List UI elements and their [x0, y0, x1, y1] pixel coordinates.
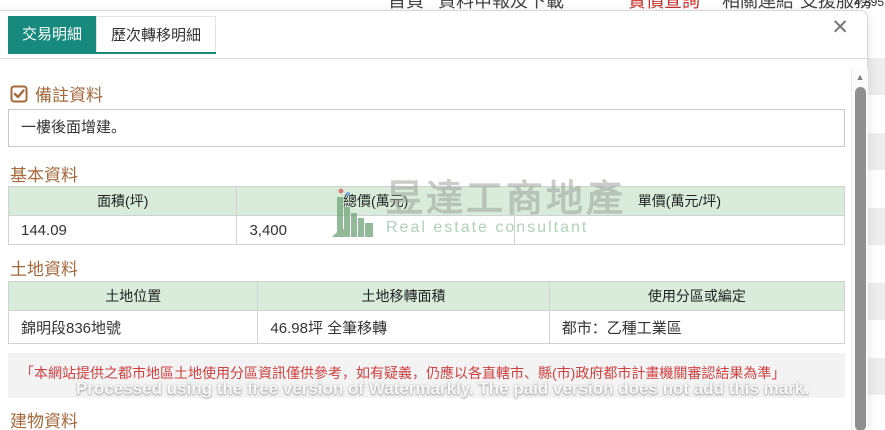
transaction-detail-modal: 交易明細 歷次轉移明細 ✕ 備註資料 一樓後面增建。 基本資料 面積(坪) 總價… [0, 10, 868, 430]
cell-land-location: 錦明段836地號 [9, 311, 259, 343]
background-table-stripes [868, 58, 885, 430]
land-table-row: 錦明段836地號 46.98坪 全筆移轉 都市：乙種工業區 [9, 311, 844, 343]
col-header-area: 面積(坪) [9, 187, 238, 215]
close-icon[interactable]: ✕ [831, 16, 849, 39]
cell-unit-price [515, 216, 844, 244]
basic-info-table: 面積(坪) 總價(萬元) 單價(萬元/坪) 144.09 3,400 [8, 186, 845, 245]
background-number-fragment: 4,395 [854, 0, 885, 9]
modal-scrollbar[interactable]: ▲ [851, 69, 868, 430]
nav-item-downloads[interactable]: 資料申報及下載 [438, 0, 564, 11]
land-title-label: 土地資料 [10, 260, 78, 279]
remarks-title-label: 備註資料 [35, 86, 103, 105]
checked-checkbox-icon [10, 85, 28, 103]
remarks-section-title: 備註資料 [10, 81, 103, 106]
modal-header-divider [0, 58, 867, 59]
tab-transfer-history[interactable]: 歷次轉移明細 [96, 16, 217, 52]
col-header-unit-price: 單價(萬元/坪) [637, 193, 721, 209]
land-table-header-row: 土地位置 土地移轉面積 使用分區或編定 [9, 282, 844, 311]
background-strip-top [868, 10, 885, 58]
cell-area: 144.09 [9, 216, 238, 244]
basic-table-header-row: 面積(坪) 總價(萬元) 單價(萬元/坪) [9, 187, 844, 216]
nav-item-links[interactable]: 相關連結 [722, 0, 794, 11]
scrollbar-up-arrow-icon[interactable]: ▲ [855, 72, 865, 82]
land-info-table: 土地位置 土地移轉面積 使用分區或編定 錦明段836地號 46.98坪 全筆移轉… [8, 281, 845, 344]
building-section-title: 建物資料 [10, 407, 78, 430]
land-section-title: 土地資料 [10, 255, 78, 280]
col-header-land-location: 土地位置 [9, 282, 259, 310]
cell-zoning: 都市：乙種工業區 [561, 319, 682, 337]
tab-transaction-detail[interactable]: 交易明細 [8, 16, 97, 52]
basic-title-label: 基本資料 [10, 166, 78, 185]
nav-item-support[interactable]: 支援服務 [800, 0, 872, 11]
basic-table-row: 144.09 3,400 [9, 216, 844, 244]
zoning-disclaimer-notice: 「本網站提供之都市地區土地使用分區資訊僅供參考，如有疑義，仍應以各直轄市、縣(市… [8, 353, 845, 398]
modal-tab-bar: 交易明細 歷次轉移明細 [8, 16, 217, 54]
col-header-land-transfer-area: 土地移轉面積 [258, 282, 550, 310]
col-header-zoning: 使用分區或編定 [647, 288, 746, 304]
cell-land-transfer-area: 46.98坪 全筆移轉 [258, 311, 550, 343]
col-header-total-price: 總價(萬元) [237, 187, 515, 215]
basic-section-title: 基本資料 [10, 161, 78, 186]
cell-total-price: 3,400 [237, 216, 515, 244]
nav-item-price-query-label: 實價查詢 [628, 0, 700, 11]
scrollbar-thumb[interactable] [855, 87, 866, 430]
remarks-value-box: 一樓後面增建。 [8, 109, 845, 147]
background-nav: 首頁 資料申報及下載 實價查詢 相關連結 支援服務 [0, 0, 885, 11]
building-title-label: 建物資料 [10, 412, 78, 430]
nav-item-home[interactable]: 首頁 [388, 0, 424, 11]
